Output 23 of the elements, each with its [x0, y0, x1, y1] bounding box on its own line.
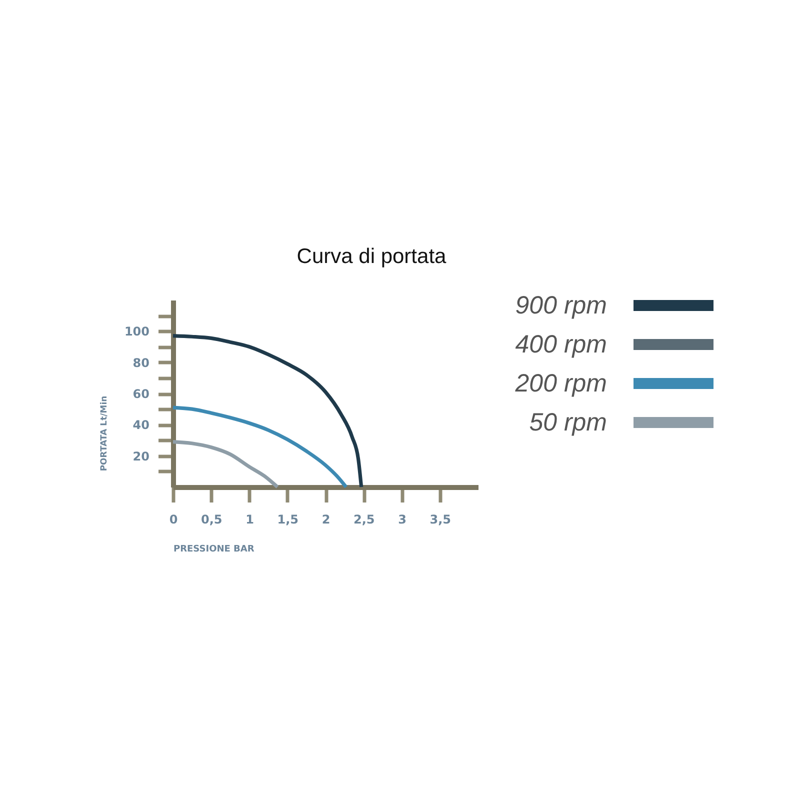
x-tick-label: 2: [322, 512, 330, 526]
x-axis-title: PRESSIONE BAR: [174, 544, 254, 554]
y-tick-label: 80: [132, 356, 150, 370]
y-axis-title: PORTATA Lt/Min: [100, 396, 110, 472]
legend-label: 400 rpm: [515, 330, 607, 358]
x-tick-label: 3: [398, 512, 406, 526]
x-tick-label: 0,5: [200, 512, 222, 526]
y-tick-label: 40: [132, 418, 150, 432]
line-series: [171, 334, 364, 489]
y-tick-label: 100: [124, 324, 150, 339]
legend-label: 200 rpm: [514, 370, 607, 398]
x-tick-label: 2,5: [353, 512, 375, 526]
x-tick-label: 0: [169, 512, 178, 526]
legend-label: 50 rpm: [529, 408, 607, 436]
x-tick-label: 1: [246, 512, 254, 526]
x-tick-label: 1,5: [277, 512, 299, 526]
x-tick-label: 3,5: [430, 512, 452, 526]
legend-label: 900 rpm: [515, 292, 607, 320]
y-tick-label: 20: [132, 449, 150, 464]
line-series: [171, 406, 348, 489]
y-tick-label: 60: [132, 387, 150, 401]
line-series: [171, 440, 280, 489]
chart-title: Curva di portata: [296, 245, 447, 268]
